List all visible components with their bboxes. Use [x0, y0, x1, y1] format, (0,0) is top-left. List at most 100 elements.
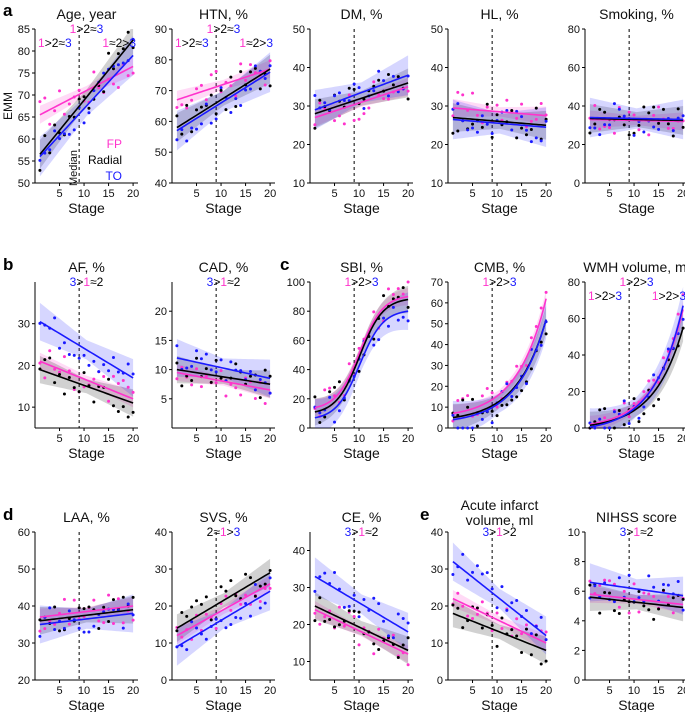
data-point-radial — [495, 113, 499, 117]
y-tick-label: 40 — [293, 546, 305, 558]
data-point-fp — [219, 369, 223, 373]
data-point-to — [480, 572, 484, 576]
data-point-radial — [111, 404, 115, 408]
data-point-radial — [510, 628, 514, 632]
annotation-part: 3 — [510, 275, 517, 289]
data-point-radial — [347, 609, 351, 613]
data-point-radial — [199, 602, 203, 606]
data-point-fp — [195, 367, 199, 371]
data-point-fp — [451, 114, 455, 118]
y-tick-label: 80 — [18, 46, 30, 58]
x-tick-label: 10 — [215, 188, 227, 200]
x-axis-label: Stage — [68, 445, 105, 461]
data-point-to — [466, 578, 470, 582]
data-point-to — [342, 605, 346, 609]
fit-line-radial — [176, 572, 271, 629]
data-point-to — [352, 82, 356, 86]
y-tick-label: 10 — [568, 527, 580, 539]
data-point-radial — [637, 420, 641, 424]
x-tick-label: 20 — [264, 188, 276, 200]
data-point-radial — [131, 595, 135, 599]
data-point-to — [382, 79, 386, 83]
x-tick-label: 15 — [239, 188, 251, 200]
data-point-radial — [377, 647, 381, 651]
data-point-to — [190, 126, 194, 130]
data-point-to — [622, 114, 626, 118]
data-point-to — [480, 114, 484, 118]
data-point-to — [239, 104, 243, 108]
data-point-to — [62, 626, 66, 630]
data-point-fp — [43, 376, 47, 380]
data-point-to — [209, 368, 213, 372]
data-point-to — [77, 626, 81, 630]
ci-band-to — [452, 300, 547, 428]
data-point-fp — [253, 396, 257, 400]
fit-line-to — [39, 612, 134, 626]
y-axis-label: EMM — [1, 92, 15, 120]
data-point-fp — [263, 83, 267, 87]
data-point-radial — [268, 568, 272, 572]
data-point-to — [58, 137, 62, 141]
y-tick-label: 6 — [574, 586, 580, 598]
annotation-part: 1 — [496, 525, 503, 539]
data-point-fp — [471, 91, 475, 95]
data-point-fp — [495, 103, 499, 107]
comparison-annotation: 1>2>3 — [482, 275, 516, 289]
data-point-fp — [347, 362, 351, 366]
data-point-to — [62, 341, 66, 345]
y-tick-label: 80 — [293, 306, 305, 318]
data-point-to — [544, 119, 548, 123]
data-point-fp — [337, 114, 341, 118]
data-point-radial — [229, 579, 233, 583]
data-point-fp — [180, 103, 184, 107]
data-point-fp — [652, 113, 656, 117]
data-point-radial — [544, 659, 548, 663]
data-point-fp — [475, 612, 479, 616]
data-point-radial — [72, 386, 76, 390]
data-point-radial — [352, 609, 356, 613]
y-tick-label: 50 — [18, 178, 30, 190]
data-point-radial — [204, 595, 208, 599]
data-point-fp — [352, 118, 356, 122]
panel-title: HL, % — [480, 6, 518, 22]
data-point-to — [510, 601, 514, 605]
data-point-radial — [131, 46, 135, 50]
data-point-fp — [372, 80, 376, 84]
x-tick-label: 15 — [239, 433, 251, 445]
data-point-to — [92, 359, 96, 363]
panel-title: NIHSS score — [596, 509, 677, 525]
data-point-to — [372, 596, 376, 600]
fit-line-radial — [39, 608, 134, 622]
data-point-fp — [111, 374, 115, 378]
data-point-fp — [515, 617, 519, 621]
y-tick-label: 20 — [431, 140, 443, 152]
x-tick-label: 5 — [56, 685, 62, 697]
data-point-fp — [214, 381, 218, 385]
panel-cad: CAD, % 5 10 15 20 5 10 15 20 Stage 3>1≈2 — [155, 259, 276, 461]
comparison-annotation: 1>2>3 — [588, 289, 622, 303]
annotation-part: 1 — [220, 525, 227, 539]
data-point-radial — [48, 356, 52, 360]
comparison-annotation: 1>2>3 — [344, 275, 378, 289]
data-point-radial — [239, 70, 243, 74]
y-tick-label: 30 — [293, 101, 305, 113]
data-point-radial — [612, 609, 616, 613]
data-point-radial — [313, 395, 317, 399]
data-point-radial — [377, 78, 381, 82]
x-axis-label: Stage — [205, 445, 242, 461]
data-point-radial — [480, 125, 484, 129]
data-point-to — [495, 606, 499, 610]
data-point-radial — [391, 83, 395, 87]
data-point-to — [248, 614, 252, 618]
annotation-part: ≈2> — [246, 36, 266, 50]
data-point-fp — [534, 117, 538, 121]
annotation-part: 3 — [620, 525, 627, 539]
data-point-radial — [603, 590, 607, 594]
x-tick-label: 5 — [331, 433, 337, 445]
data-point-fp — [199, 83, 203, 87]
data-point-fp — [642, 390, 646, 394]
y-tick-label: 20 — [293, 620, 305, 632]
data-point-radial — [219, 88, 223, 92]
data-point-to — [111, 356, 115, 360]
data-point-radial — [224, 589, 228, 593]
